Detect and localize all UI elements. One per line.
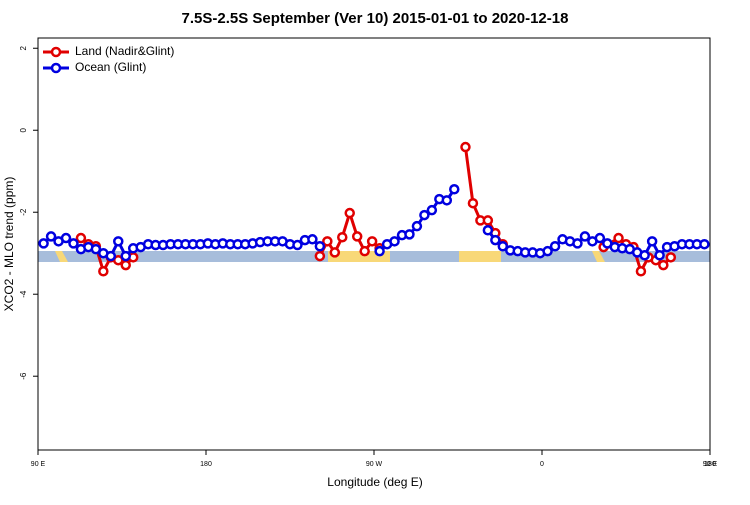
data-point — [579, 231, 591, 242]
x-tick-label: 180 — [704, 461, 716, 468]
data-point — [322, 236, 333, 247]
data-point — [38, 238, 49, 249]
data-point — [307, 234, 318, 245]
data-point — [497, 241, 509, 252]
y-tick-label: 0 — [19, 127, 28, 132]
data-point — [351, 231, 363, 242]
data-point — [449, 184, 460, 195]
legend-marker — [50, 46, 62, 58]
data-point — [329, 247, 341, 258]
data-point — [60, 232, 72, 244]
data-point — [120, 250, 131, 262]
data-point — [665, 252, 677, 263]
data-point — [441, 195, 453, 206]
data-point — [314, 250, 326, 262]
data-point — [594, 232, 606, 244]
data-point — [389, 236, 400, 247]
legend-label: Ocean (Glint) — [75, 60, 146, 74]
data-point — [120, 259, 131, 271]
data-point — [613, 232, 624, 244]
y-tick-label: 2 — [19, 45, 28, 50]
data-point — [654, 250, 665, 261]
data-point — [699, 238, 710, 250]
land-strip — [459, 251, 501, 262]
y-tick-label: -2 — [19, 208, 28, 216]
data-point — [426, 204, 438, 216]
data-point — [646, 236, 658, 247]
data-point — [482, 225, 494, 236]
data-point — [490, 234, 501, 246]
data-point — [113, 254, 124, 266]
x-tick-label: 90 E — [703, 461, 718, 468]
legend-marker — [50, 62, 62, 74]
data-point — [344, 207, 355, 219]
y-tick-label: -4 — [19, 290, 28, 298]
land-strip — [55, 251, 68, 262]
data-point — [90, 243, 102, 255]
land-strip — [328, 251, 390, 262]
x-tick-label: 180 — [200, 461, 212, 468]
y-tick-label: -6 — [19, 372, 28, 380]
data-point — [542, 245, 553, 257]
data-point — [75, 232, 87, 244]
data-point — [68, 238, 79, 249]
x-axis-label: Longitude (deg E) — [327, 475, 422, 489]
legend-label: Land (Nadir&Glint) — [75, 44, 174, 58]
data-point — [482, 215, 494, 226]
data-point — [45, 231, 57, 242]
data-point — [105, 250, 117, 262]
data-point — [314, 241, 326, 252]
x-tick-label: 90 W — [366, 461, 383, 468]
data-point — [572, 238, 583, 249]
y-axis-label: XCO2 - MLO trend (ppm) — [2, 177, 16, 312]
land-strip — [592, 251, 605, 262]
data-point — [374, 245, 385, 257]
data-point — [549, 241, 561, 252]
data-point — [460, 141, 471, 153]
x-tick-label: 90 E — [31, 461, 46, 468]
x-tick-label: 0 — [540, 461, 544, 468]
data-point — [359, 245, 370, 257]
data-point — [635, 266, 647, 277]
data-point — [419, 209, 430, 221]
data-point — [411, 220, 423, 232]
land-ocean-strip — [38, 251, 710, 262]
data-point — [113, 236, 124, 247]
data-point — [337, 231, 348, 243]
data-point — [467, 197, 479, 209]
data-point — [404, 229, 415, 240]
data-point — [639, 250, 650, 261]
data-point — [658, 259, 669, 271]
data-point — [366, 236, 378, 247]
data-point — [98, 266, 109, 277]
data-point — [292, 239, 303, 251]
chart-title: 7.5S-2.5S September (Ver 10) 2015-01-01 … — [182, 10, 569, 27]
